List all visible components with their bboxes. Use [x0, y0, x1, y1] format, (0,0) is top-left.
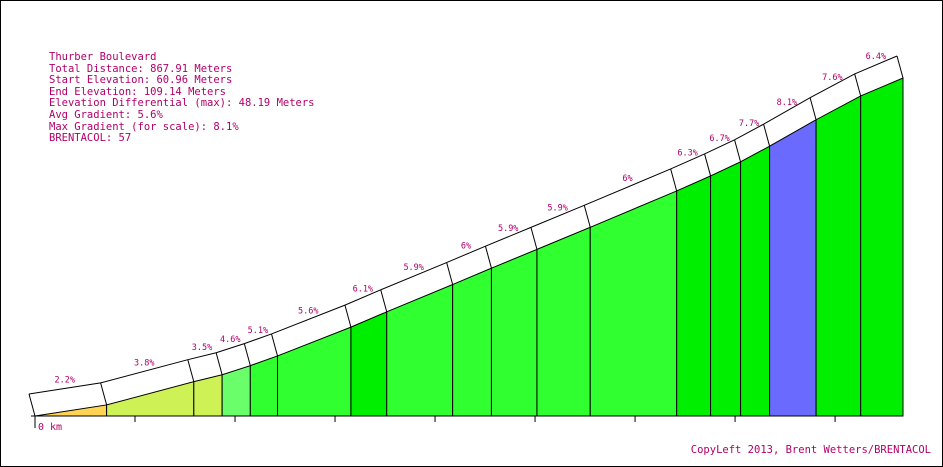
segment-divider [215, 352, 223, 375]
x-axis-start-label: 0 km [38, 422, 63, 433]
copyleft-credit: CopyLeft 2013, Brent Wetters/BRENTACOL [690, 444, 931, 456]
segment-fill [536, 226, 591, 417]
gradient-label: 5.6% [298, 307, 318, 317]
gradient-label: 5.9% [403, 263, 423, 273]
gradient-label: 6% [622, 174, 632, 184]
segment-divider [187, 359, 195, 382]
gradient-label: 6.3% [677, 148, 697, 158]
max-gradient: Max Gradient (for scale): 8.1% [49, 120, 239, 133]
gradient-label: 6.4% [866, 52, 886, 62]
total-distance: Total Distance: 867.91 Meters [49, 62, 233, 75]
segment-fill [221, 364, 251, 417]
segment-divider [484, 246, 492, 269]
gradient-label: 7.7% [739, 119, 759, 129]
gradient-label: 5.9% [547, 203, 567, 213]
segment-divider [530, 227, 538, 250]
segment-fill [277, 326, 352, 417]
segment-fill [193, 374, 223, 417]
end-elevation: End Elevation: 109.14 Meters [49, 85, 227, 98]
road-band-outline [28, 55, 898, 395]
gradient-label: 7.6% [822, 73, 842, 83]
gradient-label: 3.8% [134, 358, 154, 368]
segment-divider [583, 205, 591, 228]
segment-divider [854, 73, 862, 97]
gradient-label: 6.7% [709, 134, 729, 144]
segment-divider [670, 168, 678, 192]
segment-fill [106, 381, 195, 417]
segment-divider [243, 343, 251, 366]
segment-divider [809, 97, 817, 120]
elevation-differential: Elevation Differential (max): 48.19 Mete… [49, 97, 315, 110]
gradient-label: 5.9% [498, 224, 518, 234]
gradient-label: 6.1% [353, 284, 373, 294]
segment-divider [896, 55, 904, 79]
route-info-panel: Thurber Boulevard Total Distance: 867.91 … [49, 51, 315, 145]
segment-fill [34, 404, 108, 417]
segment-fill [815, 95, 862, 417]
route-name: Thurber Boulevard [49, 51, 157, 63]
gradient-label: 3.5% [192, 343, 212, 353]
segment-divider [704, 153, 712, 177]
gradient-label: 4.6% [220, 335, 240, 345]
segment-fill [490, 248, 538, 417]
segment-fill [452, 267, 492, 417]
brentacol-score: BRENTACOL: 57 [49, 132, 132, 145]
segment-fill [589, 190, 678, 417]
segment-fill [740, 145, 771, 417]
segment-fill [676, 175, 712, 417]
segment-divider [380, 289, 388, 312]
start-elevation: Start Elevation: 60.96 Meters [49, 74, 233, 87]
gradient-label: 5.1% [248, 326, 268, 336]
avg-gradient: Avg Gradient: 5.6% [49, 108, 163, 121]
segment-divider [28, 393, 36, 417]
gradient-label: 6% [461, 241, 471, 251]
segment-fill [769, 118, 817, 417]
segment-divider [344, 304, 352, 328]
segment-fill [350, 311, 388, 417]
segment-divider [446, 262, 454, 285]
gradient-label: 2.2% [55, 375, 75, 385]
segment-fill [249, 355, 279, 417]
segment-fill [710, 161, 742, 417]
segment-divider [100, 382, 108, 406]
segment-fill [860, 77, 904, 417]
gradient-label: 8.1% [777, 98, 797, 108]
segment-divider [734, 139, 742, 162]
segment-fill [386, 283, 454, 417]
segment-divider [763, 124, 771, 147]
segment-divider [271, 333, 279, 357]
